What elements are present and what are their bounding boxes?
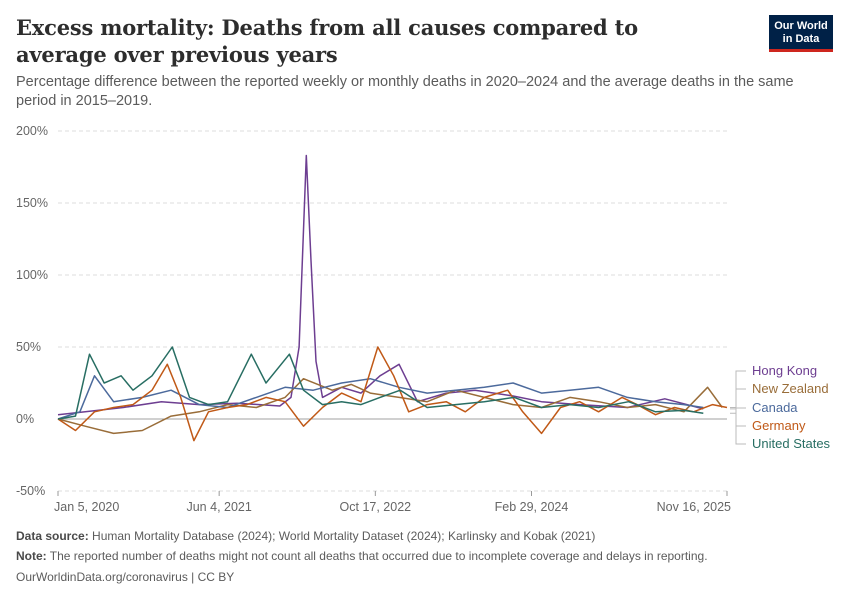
credit-text[interactable]: OurWorldinData.org/coronavirus | CC BY: [16, 570, 235, 584]
x-tick-label: Nov 16, 2025: [657, 500, 731, 514]
y-tick-label: -50%: [16, 484, 45, 498]
data-source: Data source: Human Mortality Database (2…: [16, 528, 836, 544]
series-line-germany: [57, 346, 728, 442]
source-text: Human Mortality Database (2024); World M…: [92, 529, 596, 543]
note: Note: The reported number of deaths migh…: [16, 548, 836, 564]
y-tick-label: 200%: [16, 124, 48, 138]
legend-connector: [730, 370, 746, 410]
logo-line-1: Our World: [774, 20, 828, 32]
axes: -50% 0% 50% 100% 150% 200% Jan 5, 2020 Jun 4, 2…: [16, 124, 731, 514]
y-tick-label: 100%: [16, 268, 48, 282]
source-label: Data source:: [16, 529, 89, 543]
legend-label-canada: Canada: [752, 400, 798, 415]
legend-connector: [730, 388, 746, 408]
note-text: The reported number of deaths might not …: [49, 549, 708, 563]
y-tick-label: 0%: [16, 412, 34, 426]
y-tick-label: 150%: [16, 196, 48, 210]
legend-label-new-zealand: New Zealand: [752, 381, 829, 396]
y-tick-label: 50%: [16, 340, 41, 354]
chart-title: Excess mortality: Deaths from all causes…: [16, 15, 638, 67]
series-line-new-zealand: [57, 377, 723, 435]
series-line-hong-kong: [57, 154, 704, 416]
x-tick-label: Jun 4, 2021: [186, 500, 251, 514]
legend-connector: [730, 412, 746, 445]
note-label: Note:: [16, 549, 47, 563]
chart-subtitle: Percentage difference between the report…: [16, 74, 794, 109]
gridlines: [58, 130, 727, 492]
logo-line-2: in Data: [782, 33, 820, 45]
legend-connector: [730, 406, 746, 427]
series-line-united-states: [57, 346, 704, 420]
line-chart: -50% 0% 50% 100% 150% 200% Jan 5, 2020 Jun 4, 2…: [16, 124, 831, 514]
legend-label-united-states: United States: [752, 436, 831, 451]
legend: Hong Kong New Zealand Canada Germany United …: [730, 363, 831, 451]
owid-logo[interactable]: Our World in Data: [769, 15, 833, 52]
x-tick-label: Jan 5, 2020: [54, 500, 119, 514]
series-lines: [57, 154, 728, 442]
x-tick-label: Oct 17, 2022: [340, 500, 412, 514]
legend-label-germany: Germany: [752, 418, 806, 433]
legend-label-hong-kong: Hong Kong: [752, 363, 817, 378]
credit-line[interactable]: OurWorldinData.org/coronavirus | CC BY: [16, 569, 836, 585]
x-tick-label: Feb 29, 2024: [495, 500, 569, 514]
